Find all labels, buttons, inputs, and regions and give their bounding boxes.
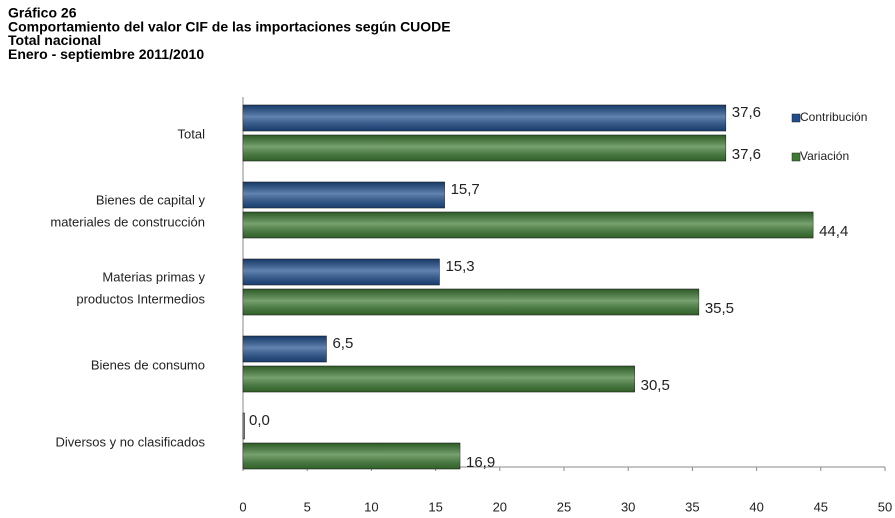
legend-swatch [791, 113, 801, 123]
value-label: 6,5 [332, 335, 353, 352]
x-tick-label: 40 [749, 499, 763, 514]
chart-title: Gráfico 26 [8, 5, 77, 21]
x-tick-label: 0 [239, 499, 246, 514]
x-tick-label: 15 [428, 499, 442, 514]
y-tick-label: productos Intermedios [76, 291, 205, 306]
legend-swatch [791, 152, 801, 162]
value-label: 16,9 [466, 454, 495, 471]
value-label: 15,7 [451, 181, 480, 198]
y-tick-label: Total [178, 126, 206, 141]
y-tick-label: Materias primas y [102, 269, 205, 284]
bar-shine [243, 443, 460, 469]
value-label: 37,6 [732, 104, 761, 121]
bar-group [242, 412, 245, 440]
value-label: 30,5 [641, 377, 670, 394]
bar-group [242, 335, 327, 363]
bar-group [242, 258, 440, 286]
y-tick-label: Bienes de consumo [91, 357, 205, 372]
x-tick-label: 50 [878, 499, 892, 514]
bar-group [242, 365, 635, 393]
bar-shine [243, 135, 726, 161]
bar-shine [243, 212, 814, 238]
bar-shine [243, 182, 445, 208]
bar-group [242, 288, 700, 316]
value-label: 15,3 [445, 258, 474, 275]
x-tick-label: 35 [685, 499, 699, 514]
y-tick-label: materiales de construcción [50, 214, 205, 229]
x-tick-label: 5 [304, 499, 311, 514]
legend-label: Variación [800, 149, 849, 163]
x-tick-label: 30 [621, 499, 635, 514]
chart-title: Comportamiento del valor CIF de las impo… [8, 18, 451, 34]
bar-shine [243, 366, 635, 392]
x-tick-label: 20 [493, 499, 507, 514]
y-tick-label: Bienes de capital y [96, 192, 206, 207]
y-tick-label: Diversos y no clasificados [55, 434, 205, 449]
bar [242, 412, 245, 440]
bar-shine [243, 105, 726, 131]
value-label: 37,6 [732, 146, 761, 163]
bar-group [242, 442, 461, 470]
bar-group [242, 104, 727, 132]
bar-shine [243, 336, 327, 362]
x-tick-label: 25 [557, 499, 571, 514]
x-tick-label: 10 [364, 499, 378, 514]
bar-group [242, 181, 445, 209]
value-label: 44,4 [819, 223, 848, 240]
chart-title: Total nacional [8, 32, 101, 48]
bar-shine [243, 259, 440, 285]
bar-group [242, 134, 727, 162]
legend-label: Contribución [800, 110, 867, 124]
value-label: 0,0 [249, 412, 270, 429]
x-tick-label: 45 [814, 499, 828, 514]
chart-title: Enero - septiembre 2011/2010 [8, 46, 204, 62]
value-label: 35,5 [705, 300, 734, 317]
bar-group [242, 211, 814, 239]
bar-shine [243, 289, 699, 315]
